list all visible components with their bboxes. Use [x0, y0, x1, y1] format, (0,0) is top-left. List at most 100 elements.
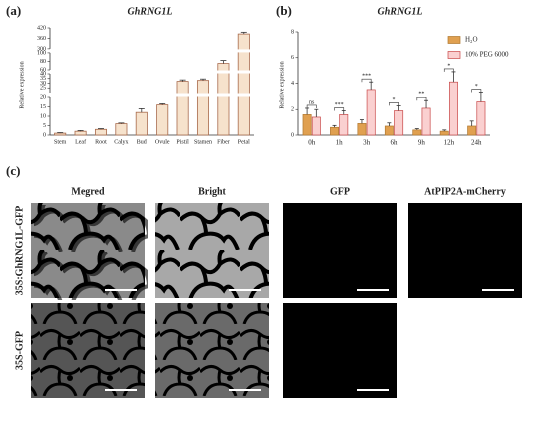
y-tick-label: 360	[37, 36, 46, 42]
bar	[476, 101, 486, 136]
bar	[217, 63, 230, 136]
y-tick-label: 5	[43, 123, 46, 129]
column-header: AtPIP2A-mCherry	[424, 186, 506, 197]
y-tick-label: 15	[40, 104, 46, 110]
x-tick-label: 6h	[391, 139, 399, 147]
x-tick-label: Stamen	[194, 139, 212, 145]
x-tick-label: Ovule	[155, 139, 170, 145]
x-tick-label: Pistil	[176, 139, 189, 145]
significance-label: *	[447, 63, 450, 69]
bar	[156, 104, 169, 136]
error-bar	[179, 79, 186, 82]
micrograph	[155, 203, 269, 298]
bar	[449, 81, 458, 136]
y-tick-label: 30	[40, 81, 46, 87]
error-bar	[159, 103, 166, 105]
error-bar	[369, 81, 374, 90]
bar	[302, 114, 312, 136]
error-bar	[200, 78, 206, 81]
significance-bracket	[361, 78, 372, 83]
y-tick-label: 25	[40, 86, 46, 92]
chart-title: GhRNG1L	[127, 6, 172, 17]
y-axis-label: Relative expression	[279, 61, 285, 108]
x-tick-label: Root	[95, 139, 107, 145]
significance-bracket	[389, 102, 399, 106]
error-bar	[414, 128, 419, 130]
bar	[330, 126, 339, 136]
y-tick-label: 35	[40, 76, 46, 82]
significance-bracket	[443, 68, 454, 72]
legend-label: 10% PEG 6000	[465, 51, 509, 59]
micrograph-cells	[31, 303, 145, 398]
micrograph	[283, 303, 397, 398]
error-bar	[341, 110, 346, 115]
micrograph-cells	[283, 303, 397, 398]
x-tick-label: 24h	[471, 139, 482, 147]
significance-label: ***	[335, 102, 344, 108]
significance-label: ***	[362, 74, 371, 80]
micrograph-cells	[155, 303, 269, 398]
x-tick-label: 12h	[444, 139, 455, 147]
micrograph-cells	[155, 203, 269, 298]
error-bar	[118, 122, 125, 124]
x-tick-label: 0h	[308, 139, 316, 147]
error-bar	[57, 132, 64, 134]
error-bar	[424, 99, 429, 108]
bar	[54, 132, 67, 136]
error-bar	[469, 120, 474, 126]
error-bar	[442, 129, 447, 132]
bar	[339, 114, 349, 136]
panel-label: (c)	[6, 163, 20, 178]
y-tick-label: 4	[291, 81, 294, 87]
panel-label: (a)	[6, 3, 21, 18]
micrograph-cells	[283, 203, 397, 298]
error-bar	[240, 31, 247, 35]
significance-label: *	[475, 84, 478, 90]
bar	[394, 110, 404, 136]
row-label: 35S:GhRNG1L-GFP	[14, 206, 25, 295]
y-tick-label: 100	[37, 50, 46, 56]
micrograph-cells	[408, 203, 522, 298]
y-tick-label: 420	[37, 25, 46, 31]
error-bar	[451, 71, 456, 83]
bar	[439, 130, 449, 136]
bar	[366, 89, 376, 136]
y-axis-label: Relative expression	[19, 61, 25, 108]
x-tick-label: Petal	[238, 139, 250, 145]
bar	[176, 81, 189, 136]
bar	[94, 128, 108, 136]
significance-bracket	[416, 96, 427, 101]
error-bar	[387, 122, 392, 126]
axis-break	[46, 49, 254, 53]
bar	[115, 123, 128, 136]
legend-swatch	[447, 36, 461, 44]
column-header: Megred	[71, 186, 105, 197]
bar	[384, 125, 394, 136]
error-bar	[98, 128, 104, 130]
x-tick-label: 1h	[336, 139, 344, 147]
chart-title: GhRNG1L	[377, 6, 422, 17]
micrograph-overlay	[34, 205, 148, 300]
significance-bracket	[334, 107, 345, 111]
x-tick-label: Fiber	[217, 139, 230, 145]
significance-label: **	[418, 92, 424, 98]
y-tick-label: 60	[40, 67, 46, 73]
significance-label: ns	[309, 99, 315, 105]
error-bar	[138, 108, 145, 113]
error-bar	[359, 119, 364, 124]
y-tick-label: 0	[43, 132, 46, 138]
bar	[74, 130, 87, 136]
error-bar	[77, 130, 84, 132]
y-tick-label: 6	[291, 55, 294, 61]
significance-label: *	[393, 97, 396, 103]
micrograph	[31, 303, 145, 398]
error-bar	[396, 104, 401, 111]
bar	[135, 111, 148, 136]
y-tick-label: 20	[40, 94, 46, 100]
y-tick-label: 2	[291, 107, 294, 113]
micrograph	[408, 203, 522, 298]
panel-label: (b)	[276, 3, 292, 18]
bar	[357, 123, 367, 136]
bar	[196, 80, 210, 136]
